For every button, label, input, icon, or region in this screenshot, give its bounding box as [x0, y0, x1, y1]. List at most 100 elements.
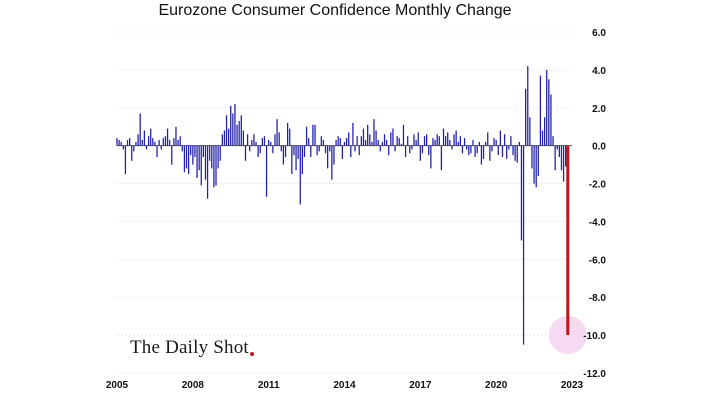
- bar: [463, 138, 466, 146]
- bar: [432, 138, 434, 146]
- bar: [518, 141, 520, 146]
- bar: [480, 145, 483, 165]
- latest-bar: [566, 145, 570, 336]
- bar: [461, 145, 464, 154]
- bar: [150, 128, 152, 146]
- bar: [173, 138, 175, 146]
- bar: [482, 145, 485, 159]
- bar: [169, 139, 171, 146]
- bar: [177, 139, 179, 146]
- bar: [356, 136, 358, 146]
- bar: [293, 145, 295, 156]
- bar: [470, 145, 472, 154]
- bar: [388, 145, 390, 156]
- bar: [478, 141, 480, 146]
- bar: [329, 145, 331, 152]
- y-tick-label: -8.0: [589, 293, 607, 304]
- bar: [236, 124, 238, 146]
- bar: [501, 145, 504, 158]
- bar: [320, 136, 322, 146]
- bar: [327, 145, 329, 169]
- bar: [546, 69, 548, 146]
- bar: [253, 134, 255, 146]
- bar: [493, 138, 495, 146]
- bar: [371, 141, 373, 146]
- bar: [118, 139, 120, 146]
- bar: [466, 145, 468, 150]
- bar: [447, 132, 449, 146]
- y-tick-label: -12.0: [583, 369, 606, 380]
- bar: [223, 130, 226, 146]
- bar: [162, 138, 164, 146]
- bar: [404, 145, 407, 158]
- x-tick-label: 2014: [333, 380, 356, 391]
- bar: [392, 128, 394, 146]
- bar: [156, 145, 158, 158]
- y-tick-label: 6.0: [592, 28, 606, 39]
- bar: [348, 132, 350, 146]
- bar: [394, 145, 396, 152]
- bar: [407, 136, 409, 146]
- y-tick-label: -6.0: [589, 255, 607, 266]
- bar: [560, 145, 563, 171]
- bar: [278, 132, 280, 146]
- bar: [381, 141, 384, 146]
- bar: [312, 124, 314, 146]
- y-tick-label: -4.0: [589, 217, 607, 228]
- bar: [451, 145, 453, 150]
- bar: [552, 136, 554, 146]
- bar: [341, 145, 344, 159]
- bar: [535, 145, 537, 188]
- x-tick-label: 2017: [409, 380, 432, 391]
- bar: [499, 130, 502, 146]
- bar: [457, 141, 459, 146]
- x-tick-label: 2011: [258, 380, 280, 391]
- bar: [352, 122, 354, 146]
- bar: [305, 126, 308, 146]
- bar: [198, 145, 200, 171]
- bar: [506, 145, 508, 159]
- bar: [238, 121, 240, 146]
- bar: [175, 126, 177, 146]
- bar: [396, 136, 398, 146]
- y-tick-label: -2.0: [589, 180, 607, 191]
- x-tick-label: 2020: [485, 380, 508, 391]
- bar: [527, 66, 529, 146]
- y-tick-label: 4.0: [592, 66, 606, 77]
- bar: [295, 145, 297, 171]
- y-tick-label: 2.0: [592, 104, 606, 115]
- bar: [276, 119, 278, 146]
- bar: [147, 136, 150, 146]
- bar: [200, 145, 202, 186]
- bar: [459, 136, 461, 146]
- bar: [221, 134, 223, 146]
- bar: [562, 145, 565, 182]
- bar: [318, 145, 320, 152]
- bar: [444, 136, 447, 146]
- bar: [297, 145, 299, 159]
- bar: [543, 117, 546, 146]
- bar: [122, 145, 124, 150]
- bar: [282, 145, 285, 165]
- y-axis-ticks: 6.0 4.0 2.0 0.0 -2.0 -4.0 -6.0 -8.0 -10.0 -12.0: [583, 28, 606, 380]
- logo-dot-icon: [249, 352, 254, 356]
- bar: [240, 115, 242, 146]
- highlight: [548, 145, 587, 355]
- bar: [303, 145, 306, 158]
- bar: [539, 75, 542, 146]
- bar: [474, 145, 476, 158]
- bar: [354, 145, 356, 152]
- bar: [525, 88, 527, 146]
- bar: [166, 128, 169, 146]
- bar: [308, 138, 310, 146]
- x-tick-label: 2008: [182, 380, 205, 391]
- bar: [426, 134, 428, 146]
- bar: [421, 145, 424, 154]
- bar: [333, 145, 335, 165]
- bar: [430, 145, 432, 169]
- bar: [206, 145, 209, 199]
- bar: [335, 139, 337, 146]
- bar: [299, 145, 301, 205]
- bar: [314, 124, 316, 146]
